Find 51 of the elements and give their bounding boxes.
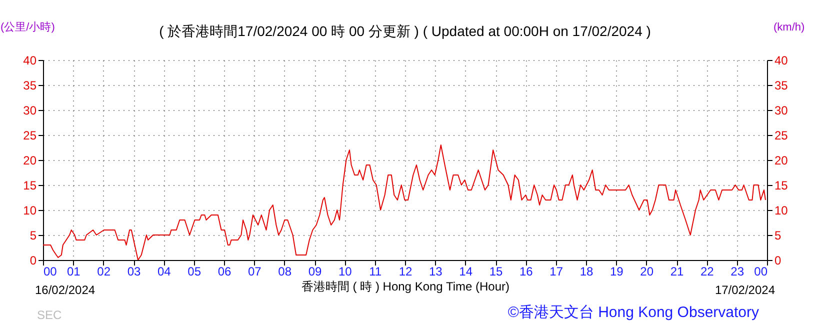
x-tick-label: 06 [218,264,232,278]
x-tick-label: 01 [66,264,81,278]
x-tick-label: 11 [369,264,382,278]
x-axis-title: 香港時間 ( 時 ) Hong Kong Time (Hour) [301,280,510,294]
y2-tick-label: 15 [774,178,788,192]
y-tick-label: 10 [23,204,37,218]
y2-tick-label: 5 [774,228,782,242]
x-tick-label: 17 [550,264,564,278]
x-tick-label: 08 [278,264,292,278]
x-tick-label: 18 [580,264,594,278]
y-tick-label: 30 [23,104,37,118]
y2-tick-label: 30 [774,104,788,118]
y2-tick-label: 10 [774,204,788,218]
x-tick-label: 10 [338,264,352,278]
y2-tick-label: 40 [774,54,788,68]
y-tick-label: 20 [23,154,37,168]
text: 16/02/2024 [35,283,96,297]
text: 17/02/2024 [714,283,776,297]
y2-tick-label: 35 [774,78,788,92]
x-tick-label: 23 [730,264,744,278]
x-tick-label: 15 [489,264,503,278]
y2-tick-label: 0 [774,254,782,268]
x-tick-label: 03 [127,264,141,278]
y2-tick-label: 25 [774,128,788,142]
y2-axis-title: (km/h) [774,22,805,34]
text: ©香港天文台 Hong Kong Observatory [508,304,760,321]
y-tick-label: 0 [30,254,37,268]
x-tick-label: 20 [640,264,654,278]
x-tick-label: 09 [308,264,322,278]
y-tick-label: 25 [23,128,37,142]
x-tick-label: 19 [610,264,624,278]
chart-title: ( 於香港時間17/02/2024 00 時 00 分更新 ) ( Updated at 00:00H on 17/02/2024 ) [159,23,651,39]
x-tick-label: 04 [157,264,172,278]
y-tick-label: 35 [23,78,37,92]
y-axis-title: (公里/小時) [0,20,55,34]
x-tick-label: 00 [44,264,58,278]
x-tick-label: 21 [670,264,684,278]
y-tick-label: 15 [23,178,37,192]
x-tick-label: 14 [459,264,473,278]
x-tick-label: 13 [428,264,443,278]
text: SEC [37,308,62,322]
y2-tick-label: 20 [774,154,788,168]
x-tick-label: 02 [97,264,111,278]
x-tick-label: 16 [519,264,534,278]
x-tick-label: 22 [700,264,714,278]
y-tick-label: 40 [23,54,37,68]
x-tick-label: 07 [248,264,262,278]
x-tick-label: 05 [188,264,202,278]
x-tick-label: 12 [398,264,412,278]
x-tick-label: 00 [754,264,768,278]
y-tick-label: 5 [30,228,37,242]
